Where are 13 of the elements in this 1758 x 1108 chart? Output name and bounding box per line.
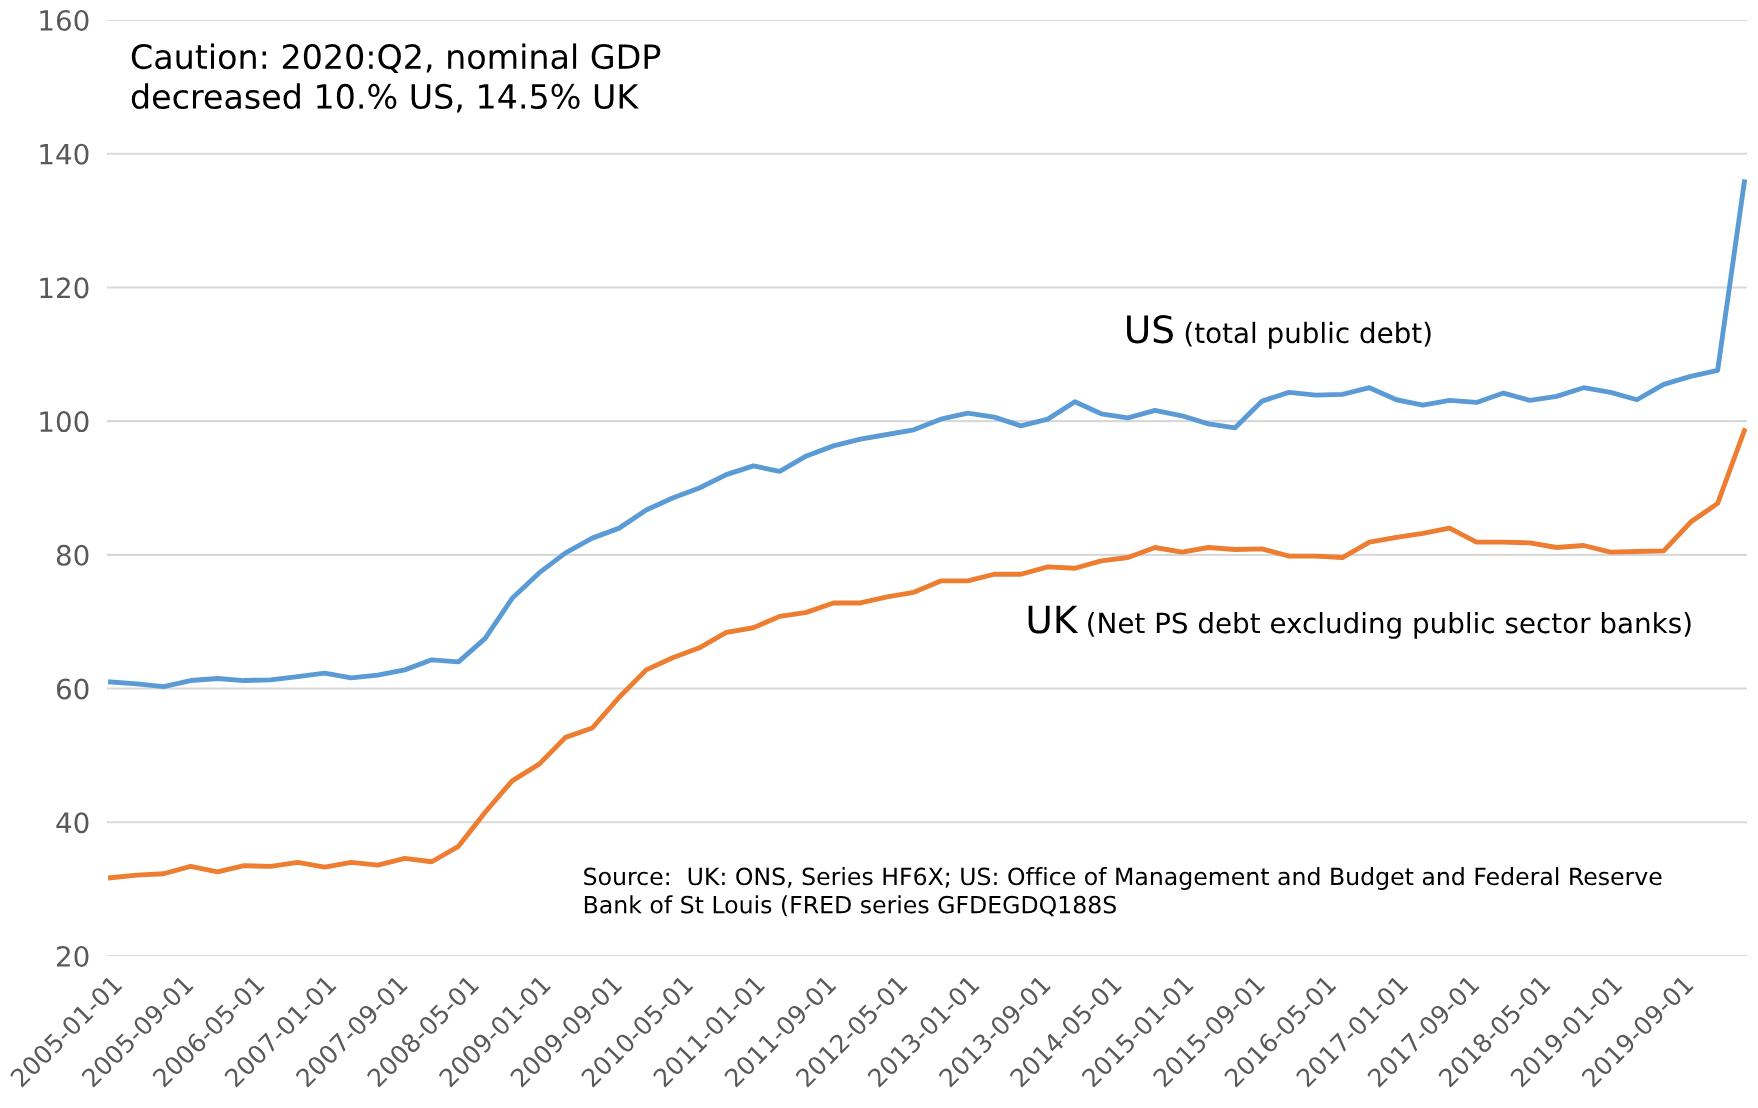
y-tick-label: 60 <box>56 678 89 700</box>
y-tick-label: 140 <box>40 143 89 165</box>
series-label: US (total public debt) <box>1127 315 1431 349</box>
series-label: UK (Net PS debt excluding public sector banks) <box>1028 605 1691 639</box>
y-tick-label: 160 <box>40 9 89 31</box>
line-series <box>108 179 1747 689</box>
y-tick-label: 80 <box>56 544 89 566</box>
y-tick-label: 120 <box>40 277 89 299</box>
y-tick-label: 100 <box>40 411 89 433</box>
y-tick-label: 20 <box>57 945 89 967</box>
annotation: Caution: 2020:Q2, nominal GDP decreased 10.% US, 14.5% UK <box>131 43 661 113</box>
y-tick-label: 40 <box>56 812 89 834</box>
annotation: Source: UK: ONS, Series HF6X; US: Office of Management and Budget and Federal Reserve Bank of St Louis (FRED series GFDEGDQ188S <box>584 867 1662 917</box>
